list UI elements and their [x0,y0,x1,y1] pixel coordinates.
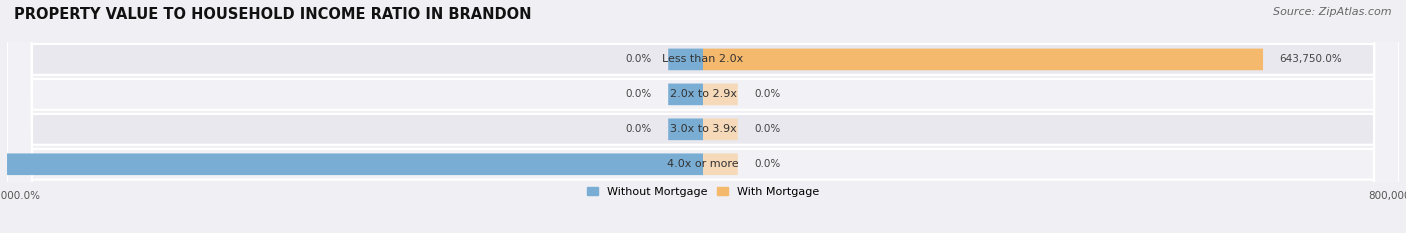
Legend: Without Mortgage, With Mortgage: Without Mortgage, With Mortgage [582,182,824,201]
FancyBboxPatch shape [703,49,1263,70]
FancyBboxPatch shape [668,84,703,105]
Text: 643,750.0%: 643,750.0% [1279,55,1343,64]
Text: Less than 2.0x: Less than 2.0x [662,55,744,64]
Text: 4.0x or more: 4.0x or more [668,159,738,169]
Text: 3.0x to 3.9x: 3.0x to 3.9x [669,124,737,134]
FancyBboxPatch shape [7,0,1399,233]
Text: 0.0%: 0.0% [626,55,651,64]
Text: 0.0%: 0.0% [626,124,651,134]
Text: 0.0%: 0.0% [755,89,780,99]
FancyBboxPatch shape [7,154,703,175]
Text: 0.0%: 0.0% [755,159,780,169]
FancyBboxPatch shape [7,0,1399,233]
Text: 0.0%: 0.0% [755,124,780,134]
Text: 2.0x to 2.9x: 2.0x to 2.9x [669,89,737,99]
FancyBboxPatch shape [703,118,738,140]
Text: PROPERTY VALUE TO HOUSEHOLD INCOME RATIO IN BRANDON: PROPERTY VALUE TO HOUSEHOLD INCOME RATIO… [14,7,531,22]
FancyBboxPatch shape [668,118,703,140]
FancyBboxPatch shape [668,49,703,70]
Text: Source: ZipAtlas.com: Source: ZipAtlas.com [1274,7,1392,17]
FancyBboxPatch shape [703,154,738,175]
Text: 0.0%: 0.0% [626,89,651,99]
FancyBboxPatch shape [7,0,1399,233]
FancyBboxPatch shape [7,0,1399,233]
FancyBboxPatch shape [703,84,738,105]
